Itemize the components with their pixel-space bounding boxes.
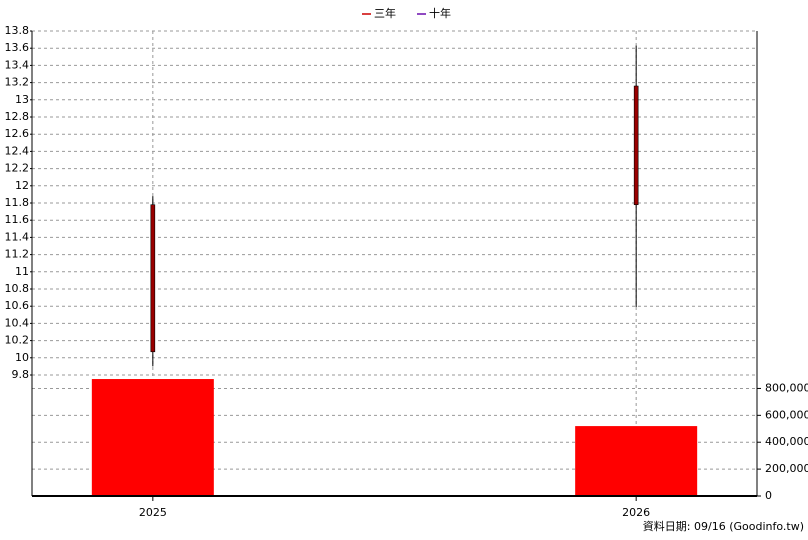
y-tick-label: 9.8 bbox=[12, 368, 30, 381]
y-tick-label: 11.6 bbox=[5, 213, 30, 226]
y2-tick-label: 200,000 bbox=[765, 462, 808, 475]
y-tick-label: 13.8 bbox=[5, 24, 30, 37]
y-tick-label: 12.6 bbox=[5, 127, 30, 140]
y-tick-label: 12.2 bbox=[5, 162, 30, 175]
y-tick-label: 11.2 bbox=[5, 248, 30, 261]
y-tick-label: 12.8 bbox=[5, 110, 30, 123]
volume-bar bbox=[91, 379, 214, 496]
y2-tick-label: 400,000 bbox=[765, 435, 808, 448]
y-tick-label: 12.4 bbox=[5, 144, 30, 157]
y-tick-label: 11.4 bbox=[5, 230, 30, 243]
y-tick-label: 10.2 bbox=[5, 334, 30, 347]
y-tick-label: 10.6 bbox=[5, 299, 30, 312]
y-tick-label: 10 bbox=[15, 351, 29, 364]
legend-label: 十年 bbox=[429, 6, 451, 20]
y-tick-label: 11 bbox=[15, 265, 29, 278]
y2-tick-label: 800,000 bbox=[765, 381, 808, 394]
y-tick-label: 13.2 bbox=[5, 76, 30, 89]
y-tick-label: 12 bbox=[15, 179, 29, 192]
x-tick-label: 2026 bbox=[622, 506, 650, 519]
candle-body bbox=[150, 204, 156, 353]
y-tick-label: 10.8 bbox=[5, 282, 30, 295]
volume-bar bbox=[575, 426, 698, 496]
y-tick-label: 13.4 bbox=[5, 58, 30, 71]
footnote: 資料日期: 09/16 (Goodinfo.tw) bbox=[643, 519, 804, 533]
x-tick-label: 2025 bbox=[139, 506, 167, 519]
candle-body bbox=[633, 85, 639, 206]
legend-label: 三年 bbox=[374, 6, 396, 20]
y-tick-label: 13 bbox=[15, 93, 29, 106]
y2-tick-label: 0 bbox=[765, 489, 772, 502]
y-tick-label: 10.4 bbox=[5, 316, 30, 329]
y2-tick-label: 600,000 bbox=[765, 408, 808, 421]
y-tick-label: 13.6 bbox=[5, 41, 30, 54]
y-tick-label: 11.8 bbox=[5, 196, 30, 209]
